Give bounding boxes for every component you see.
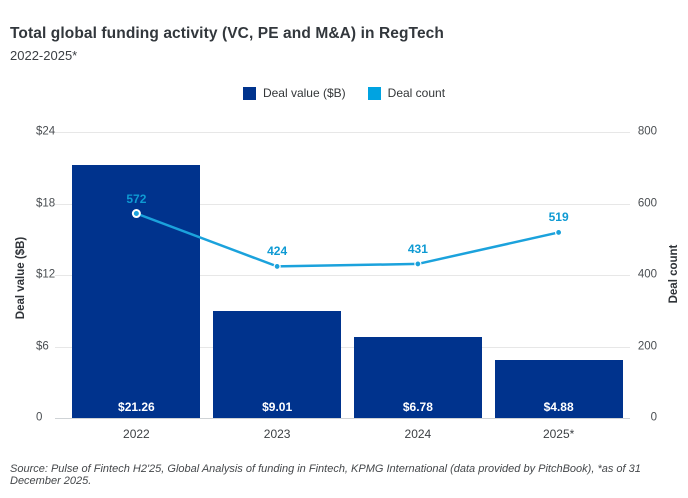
gridline (55, 346, 630, 348)
deal-count-label-2023: 424 (267, 244, 288, 259)
line-point-marker-2025* (555, 228, 563, 237)
legend: Deal value ($B) Deal count (0, 86, 688, 100)
y-tick-label-right: 600 (637, 197, 657, 209)
y-tick-label-left: $6 (36, 340, 49, 352)
deal-value-swatch-icon (242, 86, 256, 100)
y-tick-label-left: $24 (36, 125, 56, 138)
bar-value-label-2023: $9.01 (262, 400, 293, 414)
deal-count-label-2022: 572 (126, 191, 147, 206)
deal-count-legend-label: Deal count (387, 86, 446, 100)
chart-subtitle: 2022-2025* (10, 48, 78, 63)
source-note: Source: Pulse of Fintech H2'25, Global A… (10, 463, 641, 487)
line-point-marker-2023 (273, 262, 281, 271)
bar-2023 (213, 310, 342, 418)
y-tick-label-left: $12 (36, 268, 56, 281)
bar-2024 (353, 337, 482, 418)
y-tick-label-left: $18 (36, 197, 56, 209)
gridline (55, 203, 630, 205)
x-tick-label-2025*: 2025* (542, 427, 575, 441)
line-point-marker-2024 (414, 260, 422, 268)
y-tick-label-right: 200 (637, 340, 657, 352)
y-tick-label-left: 0 (36, 411, 43, 424)
y-axis-title-right: Deal count (668, 244, 680, 304)
gridline (55, 275, 630, 276)
bar-value-label-2022: $21.26 (118, 400, 155, 414)
deal-count-swatch-icon (367, 86, 381, 100)
bar-2025* (494, 359, 623, 418)
deal-value-legend-label: Deal value ($B) (262, 86, 346, 100)
y-tick-label-right: 800 (637, 125, 657, 138)
chart-title: Total global funding activity (VC, PE an… (10, 25, 444, 42)
bar-value-label-2025*: $4.88 (543, 400, 574, 414)
bar-value-label-2024: $6.78 (402, 400, 433, 414)
gridline (55, 132, 630, 133)
x-tick-label-2024: 2024 (404, 427, 432, 441)
x-tick-label-2023: 2023 (263, 427, 291, 441)
y-tick-label-right: 400 (637, 268, 657, 281)
legend-item-deal-count: Deal count (367, 86, 446, 100)
deal-count-label-2024: 431 (407, 241, 428, 256)
deal-count-label-2025*: 519 (548, 210, 569, 225)
x-axis-baseline (55, 418, 630, 419)
y-axis-title-left: Deal value ($B) (15, 236, 27, 320)
bar-2022 (72, 164, 201, 418)
y-tick-label-right: 0 (650, 411, 657, 424)
legend-item-deal-value: Deal value ($B) (242, 86, 346, 100)
x-tick-label-2022: 2022 (123, 427, 150, 441)
